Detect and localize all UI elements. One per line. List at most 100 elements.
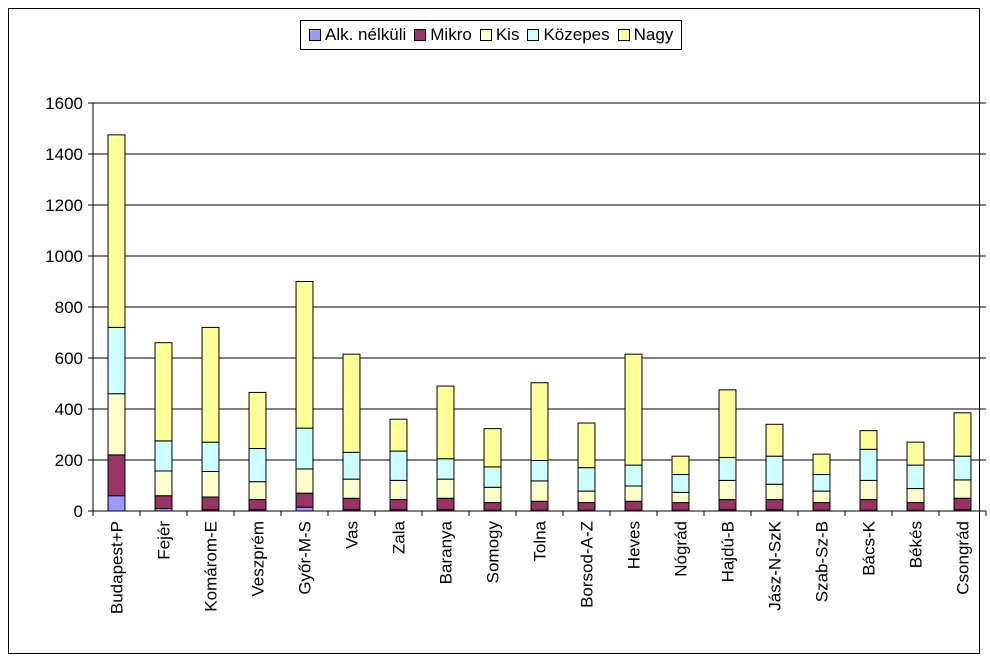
bar-segment bbox=[436, 458, 455, 480]
bar-segment bbox=[671, 474, 690, 493]
y-tick-label: 600 bbox=[55, 349, 83, 368]
y-tick-label: 400 bbox=[55, 400, 83, 419]
bar-segment bbox=[248, 481, 267, 501]
bar-segment bbox=[906, 464, 925, 490]
y-tick-label: 0 bbox=[74, 502, 83, 521]
bar-segment bbox=[201, 496, 220, 511]
bar-segment bbox=[859, 430, 878, 450]
bar-segment bbox=[765, 423, 784, 457]
bar-segment bbox=[201, 470, 220, 498]
bar-segment bbox=[765, 483, 784, 501]
bar-segment bbox=[483, 466, 502, 488]
bar-segment bbox=[530, 500, 549, 511]
bar-segment bbox=[859, 479, 878, 501]
bar-segment bbox=[107, 134, 126, 328]
x-tick-label: Bács-K bbox=[860, 520, 879, 575]
bar-segment bbox=[389, 450, 408, 481]
bar-segment bbox=[107, 495, 126, 512]
bar-segment bbox=[248, 448, 267, 483]
x-tick-label: Tolna bbox=[531, 520, 550, 561]
bar-segment bbox=[953, 455, 972, 481]
bar-segment bbox=[812, 474, 831, 492]
bar-segment bbox=[530, 460, 549, 482]
x-tick-label: Vas bbox=[343, 521, 362, 549]
bar-segment bbox=[953, 412, 972, 457]
bar-segment bbox=[342, 451, 361, 480]
bar-segment bbox=[906, 502, 925, 511]
x-tick-label: Heves bbox=[625, 521, 644, 569]
bar-segment bbox=[342, 353, 361, 453]
x-tick-label: Budapest+P bbox=[108, 521, 127, 614]
y-tick-label: 800 bbox=[55, 298, 83, 317]
bar-segment bbox=[154, 440, 173, 472]
legend-label: Mikro bbox=[430, 25, 472, 44]
bar-segment bbox=[812, 502, 831, 511]
bar-segment bbox=[953, 497, 972, 511]
bar-segment bbox=[295, 468, 314, 494]
bar-segment bbox=[107, 326, 126, 395]
y-tick-label: 1600 bbox=[45, 94, 83, 113]
x-tick-label: Békés bbox=[907, 521, 926, 568]
bar-segment bbox=[107, 454, 126, 497]
bar-segment bbox=[906, 488, 925, 504]
bar-segment bbox=[530, 382, 549, 462]
x-tick-label: Somogy bbox=[484, 521, 503, 584]
bar-segment bbox=[718, 389, 737, 458]
x-tick-label: Borsod-A-Z bbox=[578, 521, 597, 608]
bar-segment bbox=[953, 479, 972, 499]
bar-segment bbox=[812, 490, 831, 504]
y-tick-label: 1000 bbox=[45, 247, 83, 266]
legend-swatch bbox=[414, 29, 427, 41]
bar-segment bbox=[436, 497, 455, 511]
bar-segment bbox=[154, 495, 173, 509]
bar-segment bbox=[389, 499, 408, 511]
bar-segment bbox=[718, 499, 737, 511]
bar-segment bbox=[624, 353, 643, 466]
y-tick-label: 200 bbox=[55, 451, 83, 470]
bar-segment bbox=[577, 502, 596, 511]
bar-segment bbox=[718, 456, 737, 481]
legend-item: Mikro bbox=[414, 25, 472, 45]
bar-segment bbox=[718, 479, 737, 501]
x-tick-label: Veszprém bbox=[249, 521, 268, 597]
bar-segment bbox=[859, 448, 878, 481]
bar-segment bbox=[483, 486, 502, 504]
bar-segment bbox=[295, 281, 314, 429]
chart-frame bbox=[8, 8, 980, 654]
x-tick-label: Zala bbox=[390, 520, 409, 554]
legend-item: Alk. nélküli bbox=[309, 25, 406, 45]
bar-segment bbox=[201, 326, 220, 443]
bar-segment bbox=[765, 499, 784, 511]
bar-segment bbox=[389, 479, 408, 501]
x-tick-label: Szab-Sz-B bbox=[813, 521, 832, 602]
bar-segment bbox=[342, 497, 361, 511]
bar-segment bbox=[154, 470, 173, 497]
bar-segment bbox=[248, 391, 267, 450]
legend-item: Nagy bbox=[617, 25, 674, 45]
x-tick-label: Fejér bbox=[155, 521, 174, 560]
bar-segment bbox=[342, 478, 361, 499]
x-tick-label: Hajdú-B bbox=[719, 521, 738, 582]
bar-segment bbox=[624, 500, 643, 511]
bar-segment bbox=[671, 455, 690, 476]
bar-segment bbox=[577, 422, 596, 469]
bar-segment bbox=[436, 478, 455, 499]
bar-segment bbox=[906, 441, 925, 466]
y-tick-label: 1200 bbox=[45, 196, 83, 215]
x-tick-label: Jász-N-SzK bbox=[766, 520, 785, 610]
legend-swatch bbox=[617, 29, 630, 41]
legend-label: Nagy bbox=[633, 25, 674, 44]
bar-segment bbox=[248, 499, 267, 511]
bar-segment bbox=[530, 480, 549, 502]
y-tick-label: 1400 bbox=[45, 145, 83, 164]
bar-segment bbox=[624, 485, 643, 502]
legend-swatch bbox=[527, 29, 540, 41]
chart-legend: Alk. nélküli Mikro Kis Közepes Nagy bbox=[300, 20, 683, 50]
bar-segment bbox=[577, 467, 596, 492]
bar-segment bbox=[295, 427, 314, 470]
bar-segment bbox=[483, 428, 502, 468]
legend-label: Kis bbox=[495, 25, 520, 44]
bar-segment bbox=[295, 492, 314, 508]
bar-segment bbox=[436, 385, 455, 460]
